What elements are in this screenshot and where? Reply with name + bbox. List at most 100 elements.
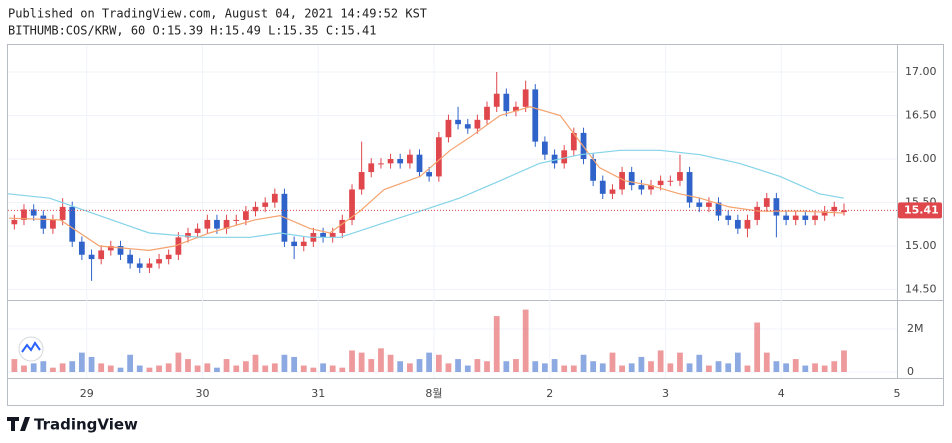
candle-body — [841, 210, 847, 213]
volume-bar — [812, 363, 818, 372]
volume-bar — [368, 359, 375, 372]
candle-body — [165, 254, 172, 260]
candle-body — [493, 93, 500, 107]
candle-body — [426, 172, 432, 177]
volume-bar — [329, 365, 336, 372]
volume-bar — [136, 365, 143, 372]
x-tick-label: 3 — [662, 387, 669, 400]
moving-average — [9, 106, 844, 252]
candle-body — [561, 150, 568, 164]
candle-body — [821, 211, 828, 216]
candle-body — [407, 154, 413, 164]
chart-title: Published on TradingView.com, August 04,… — [8, 7, 427, 21]
volume-bar — [657, 350, 664, 372]
volume-bar — [551, 359, 558, 372]
x-tick-label: 4 — [778, 387, 785, 400]
volume-bar — [11, 359, 18, 372]
y-tick-label: 15.00 — [905, 239, 937, 252]
volume-bar — [378, 348, 384, 372]
candle-body — [773, 198, 780, 216]
volume-bar — [349, 350, 355, 372]
candle-body — [397, 159, 404, 164]
candle-body — [435, 137, 442, 177]
volume-bar — [744, 365, 751, 372]
candle-body — [416, 154, 423, 173]
candle-body — [136, 263, 143, 268]
volume-bar — [310, 367, 317, 372]
volume-bar — [175, 352, 182, 372]
volume-bar — [609, 352, 616, 372]
volume-bar — [484, 361, 490, 372]
volume-bar — [358, 352, 365, 372]
candle-body — [30, 209, 37, 216]
volume-tick-label: 2M — [907, 322, 924, 335]
brand-text: TradingView — [34, 416, 138, 434]
candle-body — [802, 215, 809, 220]
volume-bar — [271, 363, 278, 372]
volume-bar — [21, 365, 27, 372]
volume-bar — [455, 359, 461, 372]
volume-bar — [532, 361, 539, 372]
candle-body — [706, 202, 712, 207]
candle-body — [88, 254, 95, 260]
volume-bar — [397, 361, 404, 372]
candle-body — [792, 215, 799, 220]
y-tick-label: 17.00 — [905, 65, 937, 78]
candle-body — [590, 159, 597, 181]
volume-bar — [146, 367, 153, 372]
candle-body — [78, 241, 85, 255]
candle-body — [677, 172, 683, 181]
brand-logo: TradingView — [7, 416, 138, 434]
x-tick-label: 29 — [80, 387, 94, 400]
candle-body — [252, 206, 259, 212]
volume-bar — [541, 363, 548, 372]
volume-bar — [619, 365, 625, 372]
candle-body — [503, 93, 510, 112]
candle-body — [194, 228, 201, 233]
volume-bar — [590, 361, 597, 372]
candle-body — [358, 172, 365, 190]
x-tick-label: 2 — [546, 387, 553, 400]
candle-body — [21, 209, 27, 220]
candle-body — [300, 241, 307, 247]
volume-bar — [841, 350, 847, 372]
volume-bar — [117, 367, 124, 372]
volume-bar — [194, 365, 201, 372]
candle-body — [175, 237, 182, 255]
volume-bar — [474, 359, 481, 372]
volume-bar — [50, 367, 56, 372]
volume-bar — [599, 363, 606, 372]
candle-body — [551, 154, 558, 164]
candle-body — [696, 202, 703, 207]
volume-bar — [223, 359, 230, 372]
volume-bar — [628, 363, 635, 372]
candle-body — [59, 206, 66, 220]
volume-bar — [88, 356, 95, 372]
y-tick-label: 16.00 — [905, 152, 937, 165]
candle-body — [368, 163, 375, 173]
candle-body — [812, 215, 818, 220]
candle-body — [11, 219, 18, 225]
x-tick-label: 30 — [195, 387, 209, 400]
x-tick-label: 8월 — [425, 387, 442, 400]
volume-bar — [204, 363, 211, 372]
volume-bar — [300, 365, 307, 372]
candle-body — [127, 254, 134, 264]
volume-bar — [831, 361, 838, 372]
volume-bar — [725, 363, 732, 372]
indicator-icon — [18, 336, 44, 362]
candle-body — [387, 159, 394, 164]
volume-bar — [648, 361, 654, 372]
volume-bar — [706, 365, 712, 372]
volume-bar — [696, 354, 703, 372]
volume-bar — [580, 354, 587, 372]
candle-body — [734, 219, 741, 229]
candle-body — [648, 185, 654, 190]
volume-bar — [792, 359, 799, 372]
candle-body — [214, 219, 220, 229]
volume-bar — [435, 354, 442, 372]
volume-bar — [715, 361, 722, 372]
volume-bar — [339, 367, 346, 372]
candle-body — [599, 180, 606, 194]
